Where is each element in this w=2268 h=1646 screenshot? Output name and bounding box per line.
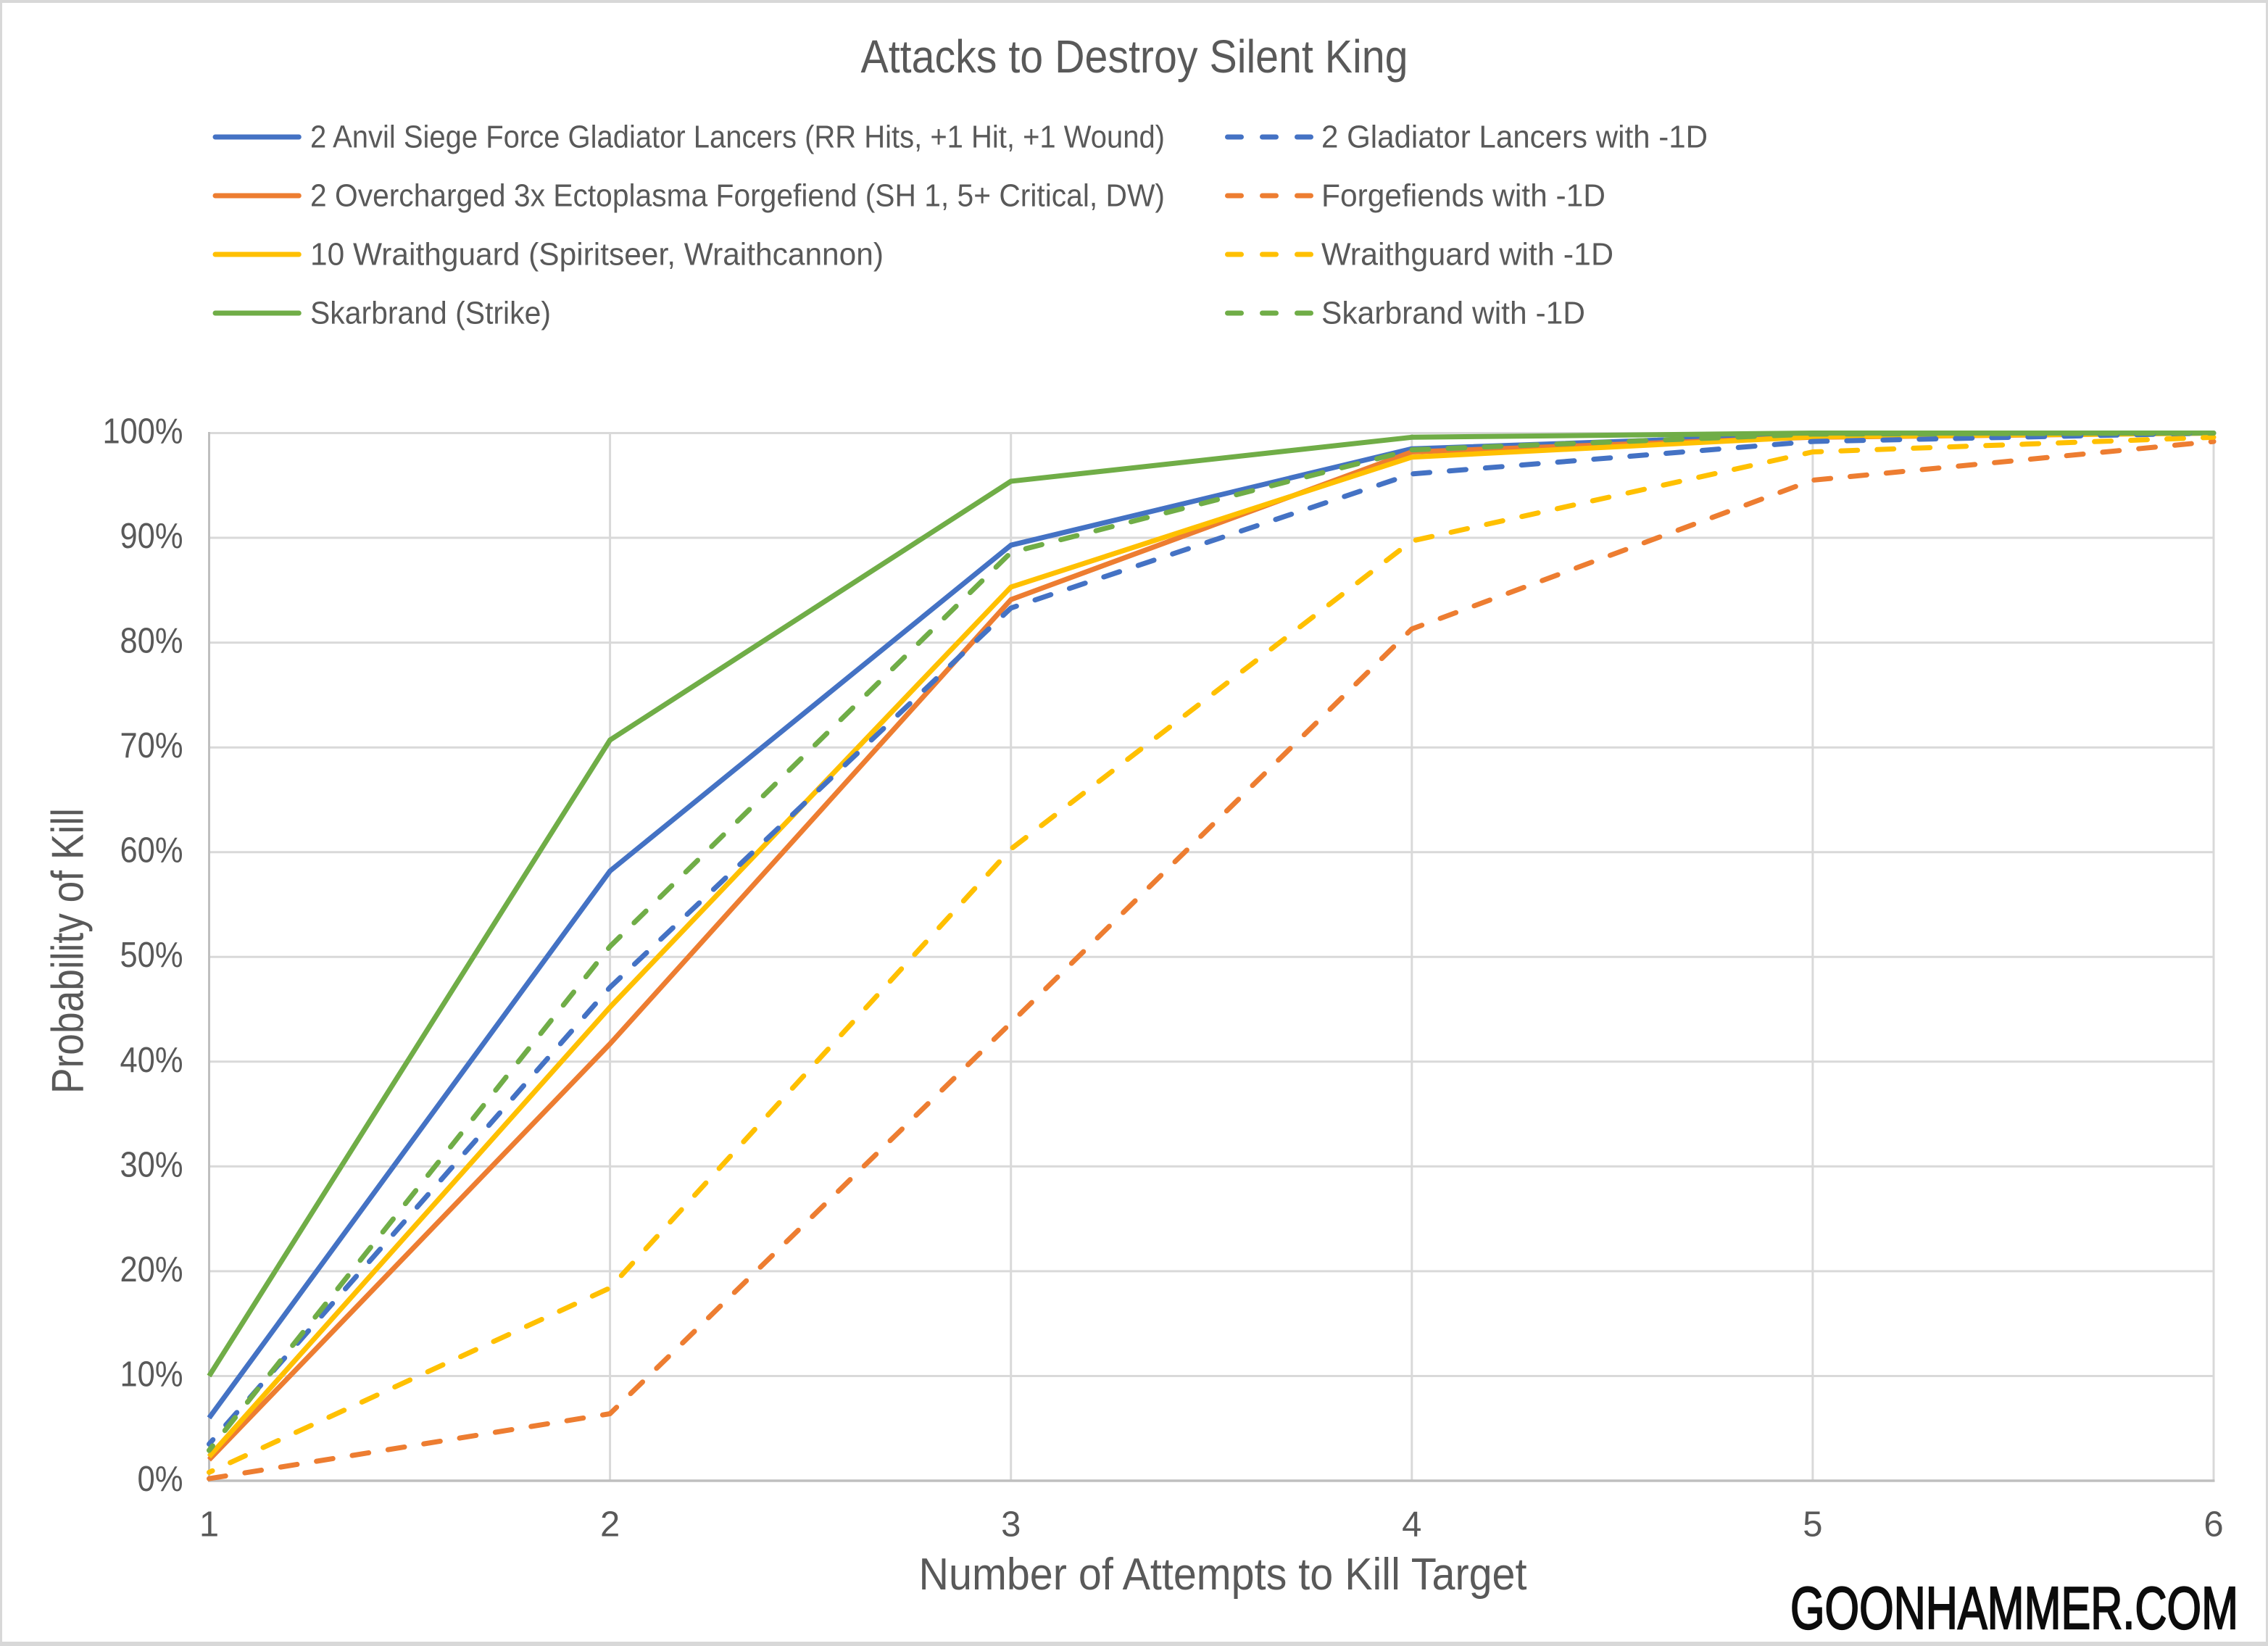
svg-text:60%: 60% xyxy=(120,831,183,870)
svg-text:20%: 20% xyxy=(120,1250,183,1289)
svg-text:0%: 0% xyxy=(138,1460,183,1499)
svg-text:50%: 50% xyxy=(120,936,183,975)
svg-text:10 Wraithguard (Spiritseer, Wr: 10 Wraithguard (Spiritseer, Wraithcannon… xyxy=(310,237,884,273)
svg-text:30%: 30% xyxy=(120,1145,183,1184)
svg-text:Skarbrand (Strike): Skarbrand (Strike) xyxy=(310,296,551,331)
svg-text:90%: 90% xyxy=(120,517,183,556)
svg-text:80%: 80% xyxy=(120,622,183,661)
svg-text:2 Overcharged 3x Ectoplasma Fo: 2 Overcharged 3x Ectoplasma Forgefiend (… xyxy=(310,178,1165,214)
svg-text:70%: 70% xyxy=(120,726,183,765)
svg-text:10%: 10% xyxy=(120,1355,183,1394)
svg-text:Number of Attempts to Kill Tar: Number of Attempts to Kill Target xyxy=(919,1550,1527,1600)
svg-text:Wraithguard with -1D: Wraithguard with -1D xyxy=(1321,237,1613,273)
svg-text:100%: 100% xyxy=(103,412,183,452)
svg-text:GOONHAMMER.COM: GOONHAMMER.COM xyxy=(1790,1574,2238,1642)
svg-text:2 Gladiator Lancers with -1D: 2 Gladiator Lancers with -1D xyxy=(1321,120,1708,155)
svg-text:Forgefiends with -1D: Forgefiends with -1D xyxy=(1321,178,1606,214)
svg-text:2 Anvil Siege Force Gladiator: 2 Anvil Siege Force Gladiator Lancers (R… xyxy=(310,120,1165,155)
svg-text:2: 2 xyxy=(600,1505,620,1545)
svg-text:40%: 40% xyxy=(120,1041,183,1080)
svg-text:Probability of Kill: Probability of Kill xyxy=(43,808,94,1094)
svg-text:4: 4 xyxy=(1402,1505,1421,1545)
svg-text:1: 1 xyxy=(199,1505,219,1545)
svg-text:Attacks to Destroy Silent King: Attacks to Destroy Silent King xyxy=(861,30,1408,83)
svg-text:Skarbrand with -1D: Skarbrand with -1D xyxy=(1321,296,1585,331)
svg-text:6: 6 xyxy=(2203,1505,2223,1545)
svg-text:5: 5 xyxy=(1803,1505,1822,1545)
svg-text:3: 3 xyxy=(1001,1505,1021,1545)
